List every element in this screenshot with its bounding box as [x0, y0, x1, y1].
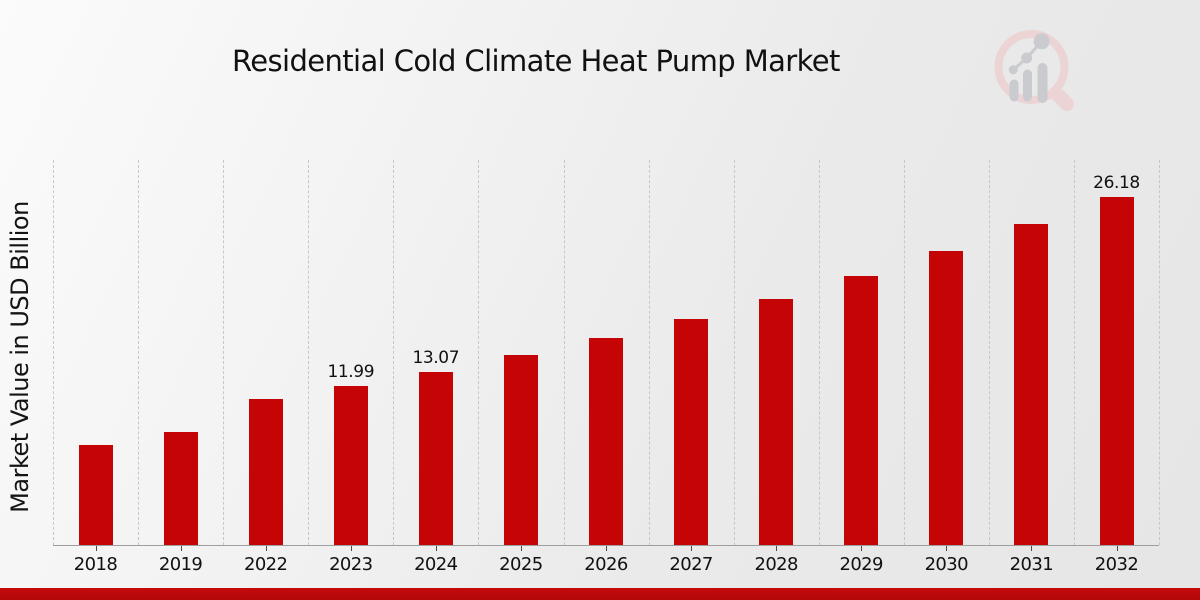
- x-tick-label-2023: 2023: [329, 554, 373, 575]
- bar-2032: [1099, 197, 1134, 545]
- bar-2031: [1014, 224, 1049, 545]
- bar-2024: [418, 371, 453, 545]
- bar-2019: [163, 432, 198, 545]
- gridline: [1159, 160, 1160, 545]
- gridline: [988, 160, 990, 545]
- gridline: [478, 160, 480, 545]
- x-axis-tick: [350, 546, 352, 551]
- x-axis-tick: [776, 546, 778, 551]
- x-axis-tick: [520, 546, 522, 551]
- gridline: [903, 160, 905, 545]
- bar-2027: [674, 318, 709, 545]
- y-axis-label: Market Value in USD Billion: [6, 201, 34, 513]
- x-axis-tick: [180, 546, 182, 551]
- gridline: [1073, 160, 1075, 545]
- footer-accent-band: [0, 588, 1200, 600]
- x-tick-label-2022: 2022: [243, 554, 288, 575]
- gridline: [733, 160, 735, 545]
- x-axis-tick: [435, 546, 437, 551]
- x-axis-tick: [946, 546, 948, 551]
- x-axis-tick: [265, 546, 267, 551]
- gridline: [818, 160, 820, 545]
- x-tick-label-2026: 2026: [584, 554, 628, 575]
- x-tick-label-2027: 2027: [669, 554, 713, 575]
- x-tick-label-2031: 2031: [1009, 554, 1054, 575]
- x-axis-line: [53, 545, 1159, 546]
- x-tick-label-2028: 2028: [754, 554, 798, 575]
- bar-2030: [929, 251, 964, 545]
- bar-value-label-2024: 13.07: [412, 347, 460, 368]
- bar-value-label-2023: 11.99: [327, 361, 375, 382]
- chart-title: Residential Cold Climate Heat Pump Marke…: [232, 44, 840, 78]
- x-axis-tick: [691, 546, 693, 551]
- bar-2022: [248, 399, 283, 545]
- x-tick-label-2025: 2025: [499, 554, 543, 575]
- bar-2029: [844, 276, 879, 545]
- gridline: [393, 160, 395, 545]
- gridline: [223, 160, 225, 545]
- x-axis-tick: [861, 546, 863, 551]
- x-axis-tick: [95, 546, 97, 551]
- x-tick-label-2029: 2029: [839, 554, 883, 575]
- x-axis-tick: [1116, 546, 1118, 551]
- x-axis-tick: [1031, 546, 1033, 551]
- x-tick-label-2030: 2030: [924, 554, 969, 575]
- gridline: [648, 160, 650, 545]
- bar-2028: [759, 298, 794, 545]
- gridline: [53, 160, 54, 545]
- bar-2023: [333, 385, 368, 545]
- x-tick-label-2024: 2024: [414, 554, 458, 575]
- gridline: [563, 160, 565, 545]
- bar-2026: [589, 337, 623, 545]
- bar-2025: [503, 354, 538, 545]
- x-tick-label-2018: 2018: [73, 554, 118, 575]
- bar-value-label-2032: 26.18: [1093, 173, 1140, 194]
- gridline: [138, 160, 140, 545]
- x-tick-label-2032: 2032: [1094, 554, 1139, 575]
- magnifier-bar-chart-logo-icon: [994, 30, 1074, 111]
- x-axis-tick: [606, 546, 607, 551]
- bar-2018: [78, 444, 113, 545]
- gridline: [308, 160, 310, 545]
- plot-area: 2018 2019 2022 11.99 2023 13.07 2024 2025 2026 20…: [53, 160, 1160, 575]
- x-tick-label-2019: 2019: [158, 554, 203, 575]
